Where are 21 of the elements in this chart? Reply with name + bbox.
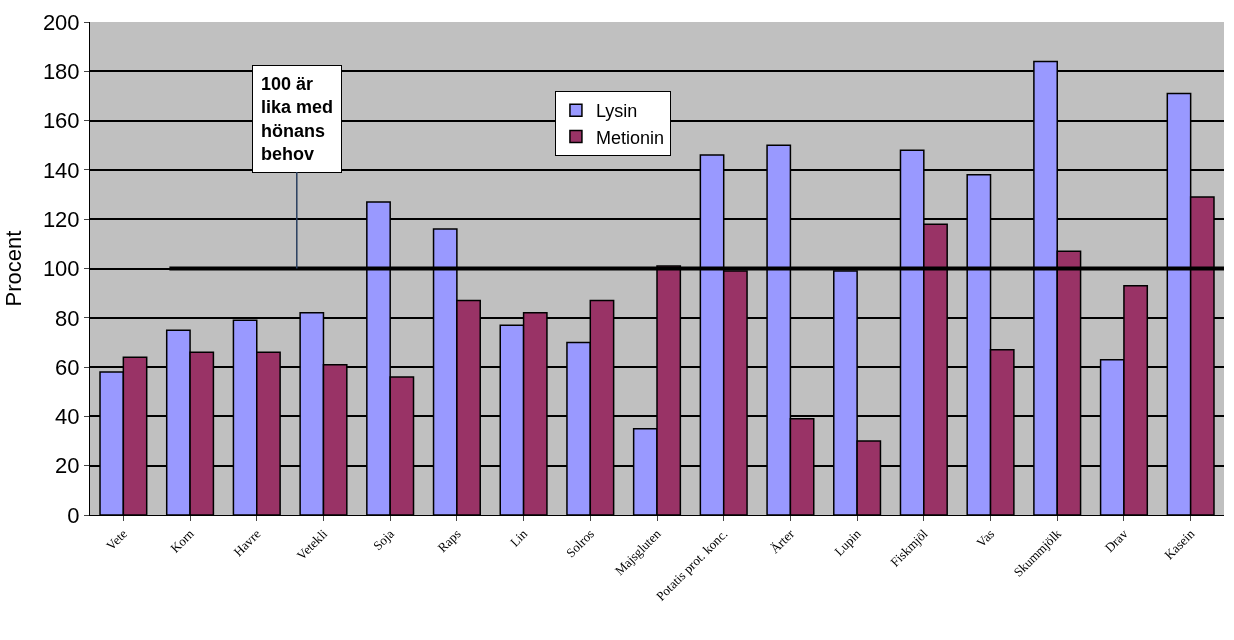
y-tick-label: 0 [67,502,80,528]
y-tick-label: 160 [42,108,80,134]
legend-label: Lysin [595,101,638,122]
y-tick-label: 40 [55,404,80,430]
x-tick-label: Vas [973,526,998,551]
y-tick-label: 140 [42,157,80,183]
y-tick-label: 20 [55,453,80,479]
x-tick-label: Vete [103,526,131,554]
y-axis-title: Procent [0,230,26,307]
legend-label: Metionin [595,127,664,148]
y-tick-label: 180 [42,59,80,84]
x-tick-label: Soja [369,526,398,554]
ref-line-label: 100 är lika med hönans behov [261,74,334,165]
y-tick-label: 200 [42,9,80,35]
y-tick-label: 100 [42,256,80,282]
y-tick-label: 120 [42,206,80,232]
x-tick-label: Raps [434,526,464,556]
x-tick-label: Korn [167,525,198,556]
x-tick-label: Lin [506,525,531,550]
y-tick-label: 60 [55,354,80,380]
y-tick-label: 80 [55,305,80,331]
